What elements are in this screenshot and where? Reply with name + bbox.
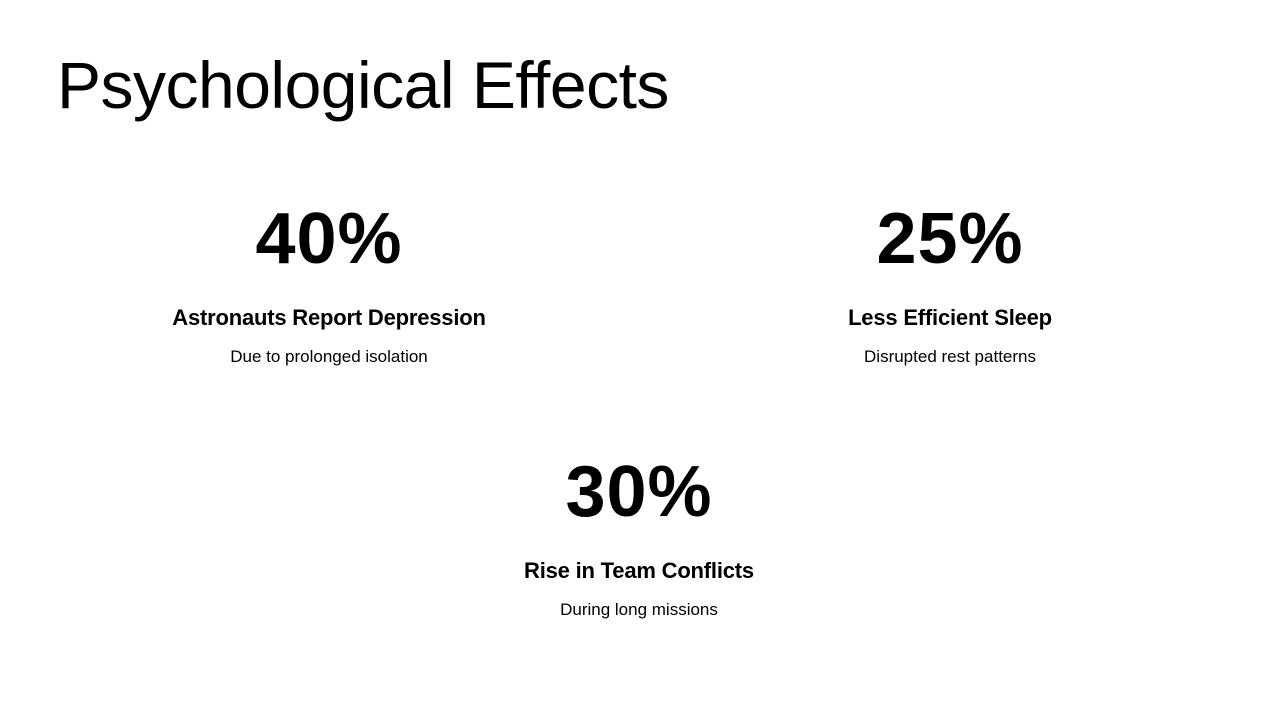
- stat-block-conflicts: 30% Rise in Team Conflicts During long m…: [379, 449, 899, 621]
- stat-value: 30%: [565, 452, 713, 532]
- stat-value: 40%: [255, 199, 403, 279]
- stat-description: During long missions: [560, 600, 718, 619]
- stat-description: Due to prolonged isolation: [230, 347, 428, 366]
- stat-block-sleep: 25% Less Efficient Sleep Disrupted rest …: [690, 196, 1210, 368]
- stat-value: 25%: [876, 199, 1024, 279]
- stat-label: Rise in Team Conflicts: [524, 558, 754, 583]
- stat-label: Astronauts Report Depression: [172, 305, 486, 330]
- slide-title: Psychological Effects: [57, 48, 669, 122]
- stat-label: Less Efficient Sleep: [848, 305, 1052, 330]
- stat-description: Disrupted rest patterns: [864, 347, 1036, 366]
- stat-block-depression: 40% Astronauts Report Depression Due to …: [69, 196, 589, 368]
